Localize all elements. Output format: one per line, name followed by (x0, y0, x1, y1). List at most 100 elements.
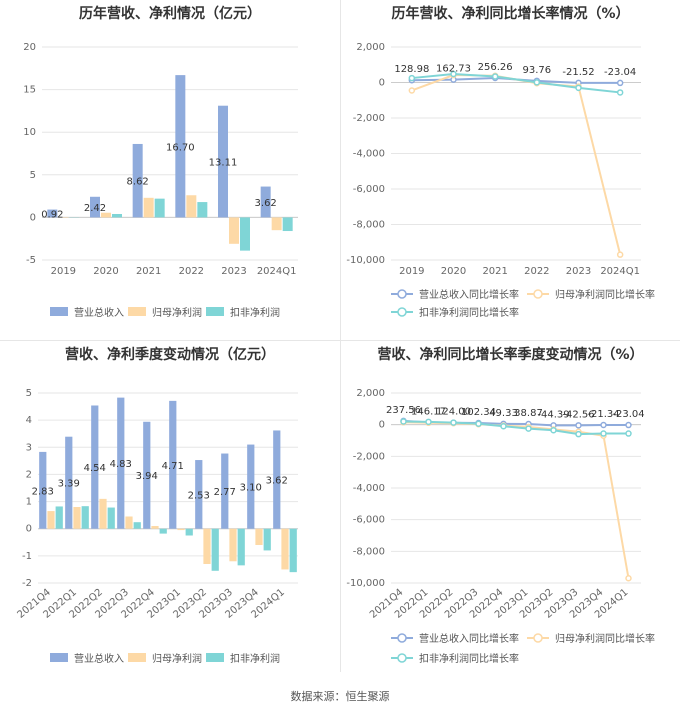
revenue-growth-data-label: 102.34 (461, 407, 496, 418)
revenue-growth-data-label: 38.87 (514, 408, 543, 419)
y-tick-label: -10,000 (346, 255, 385, 266)
revenue-growth-data-label: -44.39 (537, 409, 569, 420)
series-line-deducted-profit-growth (411, 72, 621, 94)
bar-deducted-profit (237, 528, 245, 566)
legend-swatch (50, 307, 68, 316)
y-tick-label: 0 (379, 420, 385, 431)
bar-revenue (117, 397, 125, 529)
bar-net-profit (151, 526, 159, 529)
y-tick-label: -6,000 (353, 515, 385, 526)
revenue-growth-data-label: -23.04 (604, 67, 636, 78)
data-point (525, 425, 532, 432)
legend-swatch-marker (397, 307, 407, 317)
bar-revenue (260, 186, 271, 218)
y-tick-label: -2 (22, 578, 32, 589)
y-tick-label: 2,000 (356, 388, 385, 399)
bar-deducted-profit (133, 522, 141, 529)
revenue-growth-data-label: -42.56 (562, 409, 594, 420)
bar-net-profit (47, 511, 55, 529)
data-point (575, 422, 582, 429)
data-point (475, 420, 482, 427)
x-tick-label: 2021 (482, 266, 507, 277)
bar-deducted-profit (240, 217, 250, 251)
revenue-growth-data-label: 146.17 (411, 406, 446, 417)
data-point (400, 418, 407, 425)
vertical-divider (340, 0, 341, 672)
legend-swatch-marker (397, 653, 407, 663)
data-point (550, 426, 557, 434)
bar-revenue (273, 430, 281, 529)
legend-swatch (128, 653, 146, 662)
y-tick-label: 0 (379, 78, 385, 89)
data-point (450, 419, 457, 426)
y-tick-label: 0 (26, 524, 32, 535)
legend-swatch-marker (533, 289, 543, 299)
y-tick-label: 15 (23, 85, 36, 96)
y-tick-label: 3 (26, 442, 32, 453)
bar-revenue (221, 453, 229, 529)
series-line-net-profit-growth (403, 421, 630, 579)
revenue-data-label: 2.77 (214, 487, 236, 498)
bar-deducted-profit (289, 528, 297, 573)
annual-revenue-profit-chart: 历年营收、净利情况（亿元） -5 0 5 10 15 20 2019 2020 2021 2022 2… (0, 0, 340, 340)
revenue-growth-data-label: 237.56 (386, 405, 421, 416)
bar-revenue (90, 196, 100, 218)
legend-label: 营业总收入同比增长率 (419, 632, 519, 645)
y-tick-label: -8,000 (353, 546, 385, 557)
x-tick-label: 2022 (179, 266, 204, 277)
legend-swatch (128, 307, 146, 316)
bar-deducted-profit (282, 217, 293, 232)
bar-net-profit (255, 528, 263, 545)
bar-deducted-profit (55, 506, 63, 529)
bar-revenue (247, 444, 255, 529)
revenue-data-label: 4.83 (110, 459, 132, 470)
data-point (425, 418, 432, 426)
x-tick-label: 2021 (136, 266, 161, 277)
y-tick-label: -5 (26, 255, 36, 266)
legend-label: 归母净利润同比增长率 (555, 632, 655, 645)
bar-deducted-profit (211, 528, 219, 571)
revenue-data-label: 8.62 (127, 177, 149, 188)
data-point (533, 79, 541, 86)
quarterly-revenue-profit-chart: 营收、净利季度变动情况（亿元） -2 -1 0 1 2 3 4 5 2021Q4 2022Q1 202… (0, 341, 340, 681)
bar-net-profit (186, 195, 197, 218)
legend-label: 归母净利润 (152, 306, 202, 319)
revenue-data-label: 2.53 (188, 490, 210, 501)
revenue-data-label: 2.42 (84, 203, 106, 214)
y-tick-label: 20 (23, 42, 36, 53)
bar-deducted-profit (197, 202, 208, 218)
revenue-data-label: 0.92 (41, 209, 63, 220)
series-line-deducted-profit-growth (403, 420, 629, 436)
data-point (575, 84, 582, 92)
bar-revenue (65, 436, 73, 529)
x-tick-label: 2024Q1 (600, 266, 640, 277)
revenue-growth-data-label: 93.76 (523, 65, 552, 76)
y-tick-label: 5 (30, 170, 36, 181)
bar-revenue (175, 75, 186, 218)
revenue-growth-data-label: 49.33 (489, 408, 518, 419)
bar-revenue (132, 143, 143, 218)
data-point (625, 575, 632, 582)
bar-deducted-profit (159, 528, 167, 534)
revenue-data-label: 4.71 (162, 461, 184, 472)
data-point (450, 70, 457, 78)
bar-revenue (47, 209, 58, 218)
y-tick-label: -1 (22, 551, 32, 562)
x-tick-label: 2022 (524, 266, 549, 277)
bar-net-profit (229, 217, 239, 244)
x-tick-label: 2020 (93, 266, 118, 277)
x-tick-label: 2023 (566, 266, 591, 277)
legend-swatch-marker (397, 289, 407, 299)
chart-title: 历年营收、净利情况（亿元） (79, 5, 261, 22)
chart-title: 营收、净利同比增长率季度变动情况（%） (377, 346, 643, 363)
x-tick-label: 2023 (221, 266, 246, 277)
bar-net-profit (99, 498, 107, 529)
quarterly-growth-rate-chart: 营收、净利同比增长率季度变动情况（%） -10,000 -8,000 -6,000 -4… (341, 341, 680, 681)
y-tick-label: -4,000 (353, 483, 385, 494)
chart-title: 历年营收、净利同比增长率情况（%） (391, 5, 629, 22)
bar-net-profit (281, 528, 289, 570)
revenue-growth-data-label: 124.00 (436, 407, 471, 418)
revenue-data-label: 2.83 (32, 486, 54, 497)
data-point (600, 430, 607, 437)
data-point (500, 423, 507, 430)
